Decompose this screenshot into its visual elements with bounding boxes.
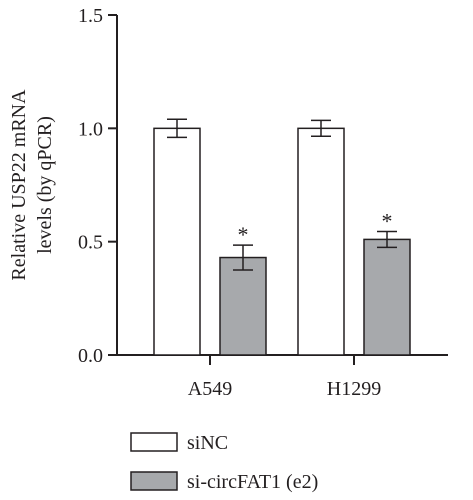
x-tick-label: H1299: [327, 378, 381, 400]
significance-asterisk: *: [238, 222, 249, 247]
legend: siNC si-circFAT1 (e2): [130, 432, 318, 493]
legend-label: si-circFAT1 (e2): [187, 471, 318, 493]
x-tick-label: A549: [188, 378, 232, 400]
bar: [297, 127, 345, 356]
y-axis-label-line2: levels (by qPCR): [34, 116, 56, 254]
bar: [363, 238, 411, 356]
y-tick-label: 0.5: [78, 232, 103, 254]
legend-swatch: [130, 471, 178, 491]
bar: [219, 256, 267, 356]
legend-swatch: [130, 432, 178, 452]
bars: **: [153, 118, 411, 356]
y-tick-label: 1.0: [78, 118, 103, 140]
bar: [153, 127, 201, 356]
legend-label: siNC: [187, 432, 228, 454]
x-ticks: A549 H1299: [188, 355, 381, 400]
y-tick-label: 1.5: [78, 5, 103, 27]
y-tick-label: 0.0: [78, 345, 103, 367]
y-ticks: 0.0 0.5 1.0 1.5: [78, 5, 117, 367]
significance-asterisk: *: [382, 208, 393, 233]
y-axis-label-line1: Relative USP22 mRNA: [8, 89, 30, 281]
